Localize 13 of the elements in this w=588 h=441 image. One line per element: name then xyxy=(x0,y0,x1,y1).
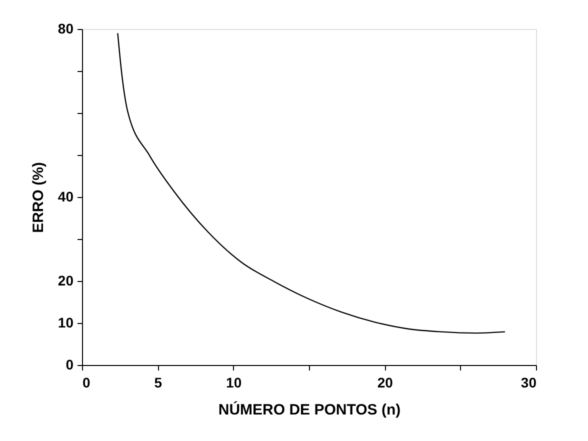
x-tick-label: 30 xyxy=(520,374,537,390)
x-tick-label: 5 xyxy=(154,374,162,390)
x-tick-label: 10 xyxy=(226,374,242,390)
line-series xyxy=(117,32,506,334)
y-tick-label: 40 xyxy=(58,188,74,204)
y-tick-label: 0 xyxy=(66,356,74,372)
y-tick-label: 20 xyxy=(58,272,74,288)
y-tick-label: 10 xyxy=(58,314,74,330)
x-axis-title: NÚMERO DE PONTOS (n) xyxy=(218,400,401,418)
y-axis-title: ERRO (%) xyxy=(30,162,47,233)
x-tick-label: 20 xyxy=(377,374,394,390)
y-tick-label: 80 xyxy=(58,20,74,36)
x-tick-label: 0 xyxy=(82,374,90,390)
